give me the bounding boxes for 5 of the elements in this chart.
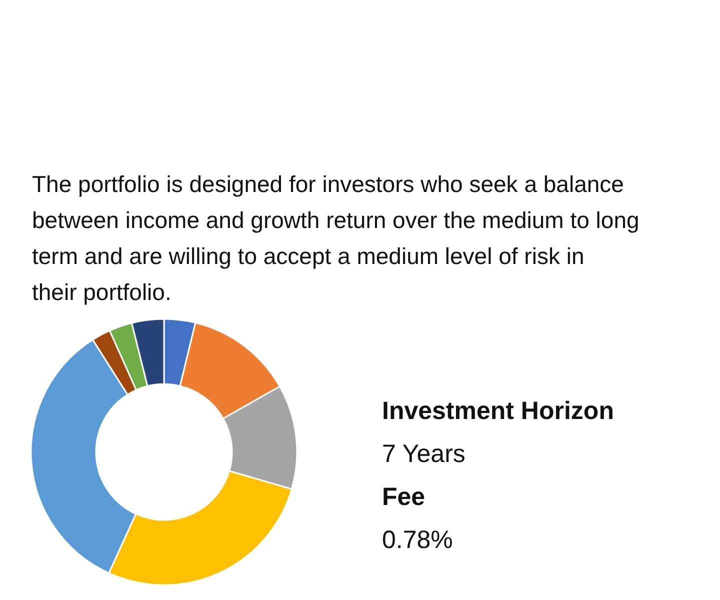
- text: 0.78%: [382, 526, 453, 554]
- text: Fee: [382, 483, 426, 511]
- chart-subtitle: The portfolio is designed for investors who seek a balance between income and growth return over the medium to long term and are willing to accept a medium level of risk in their portfolio.: [32, 171, 640, 305]
- text: Investment Horizon: [382, 397, 614, 425]
- text: 7 Years: [382, 440, 466, 468]
